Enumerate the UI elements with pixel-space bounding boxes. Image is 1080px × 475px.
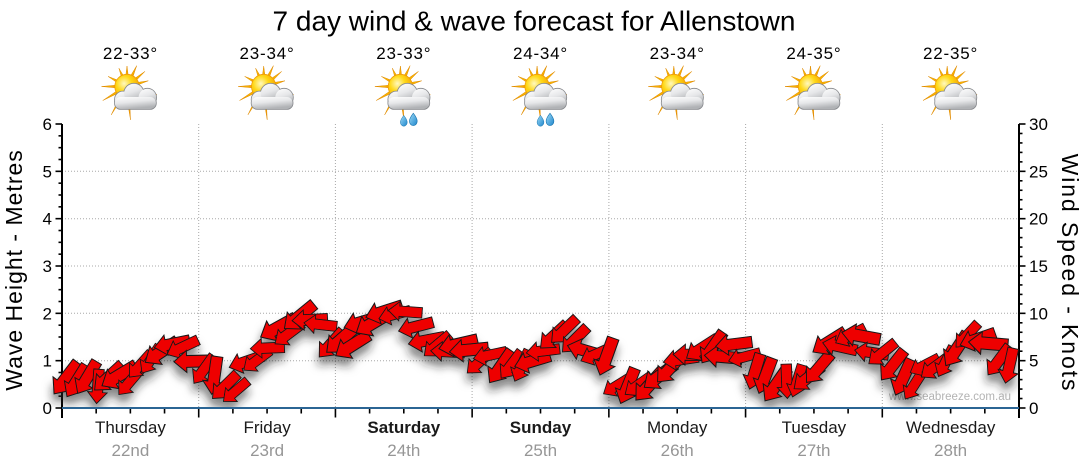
svg-text:23-34°: 23-34° — [240, 44, 295, 63]
svg-text:10: 10 — [1029, 304, 1048, 323]
svg-text:7 day wind & wave forecast for: 7 day wind & wave forecast for Allenstow… — [273, 6, 796, 37]
svg-text:Wind Speed - Knots: Wind Speed - Knots — [1057, 154, 1080, 393]
svg-text:0: 0 — [43, 399, 52, 418]
svg-text:0: 0 — [1029, 399, 1038, 418]
svg-text:24-35°: 24-35° — [786, 44, 841, 63]
svg-text:Sunday: Sunday — [510, 418, 572, 437]
svg-text:20: 20 — [1029, 210, 1048, 229]
svg-text:3: 3 — [43, 257, 52, 276]
svg-text:Friday: Friday — [243, 418, 291, 437]
svg-text:Tuesday: Tuesday — [782, 418, 847, 437]
svg-text:26th: 26th — [661, 441, 694, 460]
svg-text:Wave Height - Metres: Wave Height - Metres — [1, 149, 27, 391]
svg-text:2: 2 — [43, 304, 52, 323]
svg-text:1: 1 — [43, 352, 52, 371]
svg-text:Saturday: Saturday — [367, 418, 440, 437]
svg-text:22-35°: 22-35° — [923, 44, 978, 63]
svg-text:28th: 28th — [934, 441, 967, 460]
svg-text:25th: 25th — [524, 441, 557, 460]
svg-text:Wednesday: Wednesday — [906, 418, 996, 437]
svg-text:5: 5 — [1029, 352, 1038, 371]
svg-text:27th: 27th — [797, 441, 830, 460]
svg-text:15: 15 — [1029, 257, 1048, 276]
svg-text:23-34°: 23-34° — [650, 44, 705, 63]
svg-text:22nd: 22nd — [111, 441, 149, 460]
svg-text:24th: 24th — [387, 441, 420, 460]
svg-text:30: 30 — [1029, 115, 1048, 134]
svg-text:4: 4 — [43, 210, 52, 229]
svg-text:Monday: Monday — [647, 418, 708, 437]
svg-text:25: 25 — [1029, 162, 1048, 181]
svg-text:22-33°: 22-33° — [103, 44, 158, 63]
svg-text:23rd: 23rd — [250, 441, 284, 460]
svg-text:Thursday: Thursday — [95, 418, 166, 437]
svg-text:6: 6 — [43, 115, 52, 134]
svg-text:5: 5 — [43, 162, 52, 181]
svg-text:23-33°: 23-33° — [376, 44, 431, 63]
svg-text:24-34°: 24-34° — [513, 44, 568, 63]
svg-text:www.seabreeze.com.au: www.seabreeze.com.au — [888, 391, 1011, 403]
